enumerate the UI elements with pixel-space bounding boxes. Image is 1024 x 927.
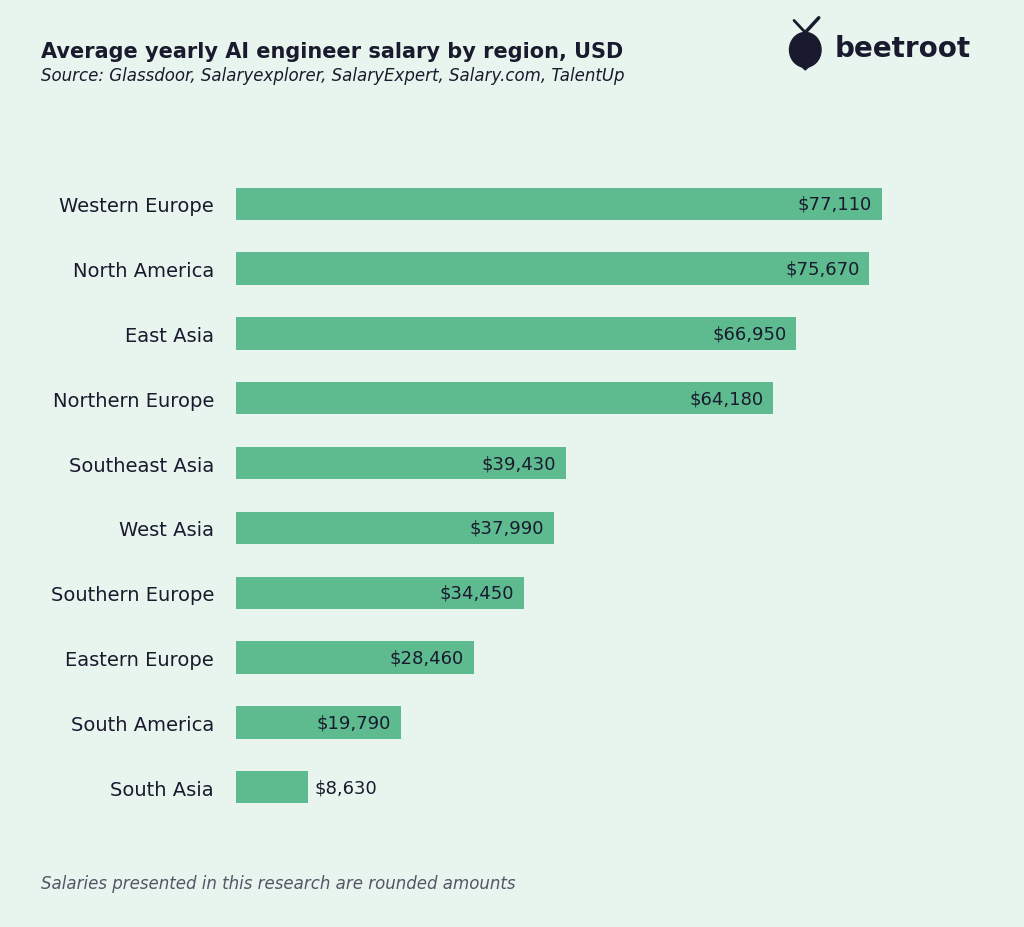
- Text: $28,460: $28,460: [390, 649, 464, 667]
- Text: $8,630: $8,630: [314, 779, 377, 796]
- Bar: [236, 253, 869, 286]
- Bar: [236, 383, 773, 415]
- Bar: [236, 577, 524, 609]
- Text: $75,670: $75,670: [785, 260, 859, 278]
- Bar: [236, 512, 554, 544]
- Bar: [236, 771, 308, 804]
- Text: beetroot: beetroot: [835, 35, 971, 63]
- Bar: [236, 188, 882, 221]
- Text: $34,450: $34,450: [439, 584, 514, 602]
- Text: Salaries presented in this research are rounded amounts: Salaries presented in this research are …: [41, 874, 515, 892]
- Bar: [236, 448, 566, 480]
- Bar: [236, 641, 474, 674]
- Text: $39,430: $39,430: [481, 454, 556, 473]
- Bar: [236, 318, 797, 350]
- Text: Average yearly AI engineer salary by region, USD: Average yearly AI engineer salary by reg…: [41, 42, 624, 62]
- Ellipse shape: [790, 33, 821, 68]
- Text: $37,990: $37,990: [469, 519, 544, 538]
- Text: $77,110: $77,110: [798, 196, 871, 213]
- Bar: [236, 706, 401, 739]
- Text: $19,790: $19,790: [316, 714, 391, 731]
- Polygon shape: [797, 63, 814, 70]
- Text: Source: Glassdoor, Salaryexplorer, SalaryExpert, Salary.com, TalentUp: Source: Glassdoor, Salaryexplorer, Salar…: [41, 67, 625, 84]
- Text: $64,180: $64,180: [689, 390, 763, 408]
- Text: $66,950: $66,950: [712, 325, 786, 343]
